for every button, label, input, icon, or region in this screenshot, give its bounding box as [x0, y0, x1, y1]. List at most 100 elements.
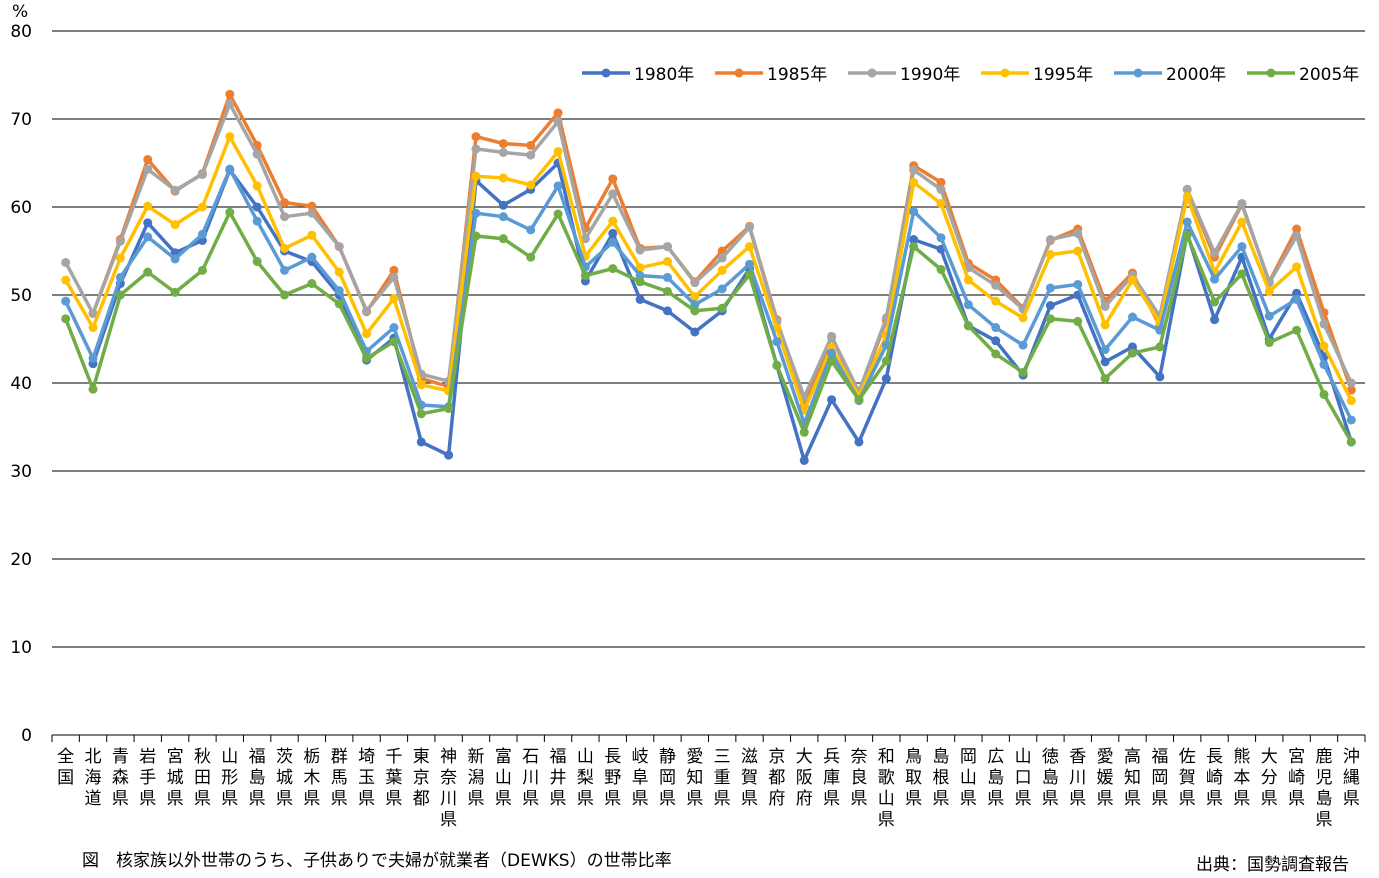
- y-tick-label: 80: [10, 22, 32, 42]
- data-point: [690, 292, 700, 302]
- data-point: [416, 409, 426, 419]
- data-point: [1237, 269, 1247, 279]
- data-point: [61, 275, 71, 285]
- data-point: [252, 149, 262, 159]
- data-point: [1100, 374, 1110, 384]
- data-point: [1127, 275, 1137, 285]
- data-point: [1155, 342, 1165, 352]
- data-point: [553, 108, 563, 118]
- data-point: [635, 294, 645, 304]
- data-point: [471, 208, 481, 218]
- data-point: [745, 222, 755, 232]
- data-point: [608, 189, 618, 199]
- data-point: [61, 257, 71, 267]
- x-category-label: 和歌山県: [878, 747, 895, 830]
- data-point: [1045, 283, 1055, 293]
- legend-swatch-marker: [1133, 68, 1143, 78]
- x-category-label: 山形県: [221, 747, 238, 809]
- data-point: [252, 257, 262, 267]
- data-point: [991, 323, 1001, 333]
- data-point: [143, 201, 153, 211]
- data-point: [1319, 389, 1329, 399]
- data-point: [1292, 294, 1302, 304]
- data-point: [526, 252, 536, 262]
- data-point: [662, 242, 672, 252]
- data-point: [170, 185, 180, 195]
- x-category-label: 沖縄県: [1343, 747, 1360, 809]
- x-category-label: 岡山県: [960, 747, 977, 809]
- data-point: [635, 245, 645, 255]
- data-point: [389, 294, 399, 304]
- series-line: [64, 134, 1353, 413]
- series-line: [64, 167, 1353, 426]
- x-category-label: 岐阜県: [632, 747, 649, 809]
- data-point: [1292, 288, 1302, 298]
- data-point: [1100, 357, 1110, 367]
- legend: 1980年 1985年 1990年 1995年 2000年 2005年: [582, 65, 1359, 85]
- y-tick-label: 0: [21, 726, 32, 746]
- x-category-label: 群馬県: [331, 747, 348, 809]
- data-point: [991, 280, 1001, 290]
- data-point: [799, 427, 809, 437]
- x-category-label: 鳥取県: [905, 747, 922, 809]
- data-point: [881, 374, 891, 384]
- series-line: [64, 102, 1353, 399]
- data-point: [772, 360, 782, 370]
- data-point: [225, 89, 235, 99]
- data-point: [444, 404, 454, 414]
- x-category-label: 愛知県: [686, 747, 703, 809]
- data-point: [827, 331, 837, 341]
- x-category-label: 福島県: [249, 747, 266, 809]
- data-point: [717, 303, 727, 313]
- x-category-label: 新潟県: [467, 747, 484, 809]
- x-category-label: 埼玉県: [358, 747, 375, 809]
- data-point: [854, 437, 864, 447]
- data-point: [143, 232, 153, 242]
- figure-caption: 図 核家族以外世帯のうち、子供ありで夫婦が就業者（DEWKS）の世帯比率: [82, 851, 672, 871]
- data-point: [1264, 311, 1274, 321]
- data-point: [909, 206, 919, 216]
- data-point: [1264, 338, 1274, 348]
- data-point: [936, 177, 946, 187]
- data-point: [498, 234, 508, 244]
- data-point: [362, 329, 372, 339]
- x-category-label: 全国: [57, 747, 74, 788]
- data-point: [1182, 230, 1192, 240]
- x-category-label: 佐賀県: [1179, 747, 1196, 809]
- data-point: [909, 242, 919, 252]
- data-point: [115, 290, 125, 300]
- data-point: [362, 353, 372, 363]
- data-point: [471, 171, 481, 181]
- data-point: [1319, 360, 1329, 370]
- data-point: [307, 201, 317, 211]
- data-point: [498, 200, 508, 210]
- x-category-label: 宮崎県: [1288, 747, 1305, 809]
- x-category-label: 石川県: [522, 747, 539, 809]
- data-point: [881, 356, 891, 366]
- x-category-label: 島根県: [933, 747, 950, 809]
- data-point: [526, 150, 536, 160]
- x-category-label: 長野県: [604, 747, 621, 809]
- data-point: [1210, 248, 1220, 258]
- data-point: [1182, 191, 1192, 201]
- x-category-label: 岩手県: [139, 747, 156, 809]
- data-point: [334, 267, 344, 277]
- data-point: [1182, 217, 1192, 227]
- y-tick-label: 20: [10, 550, 32, 570]
- data-point: [608, 228, 618, 238]
- data-point: [61, 314, 71, 324]
- data-point: [61, 296, 71, 306]
- data-point: [88, 323, 98, 333]
- y-tick-label: 30: [10, 462, 32, 482]
- data-point: [416, 437, 426, 447]
- x-category-label: 大阪府: [796, 747, 813, 809]
- data-point: [662, 272, 672, 282]
- data-point: [252, 216, 262, 226]
- data-point: [334, 242, 344, 252]
- data-point: [1100, 301, 1110, 311]
- data-point: [662, 306, 672, 316]
- legend-label: 1990年: [900, 65, 960, 85]
- data-point: [772, 337, 782, 347]
- data-point: [1292, 325, 1302, 335]
